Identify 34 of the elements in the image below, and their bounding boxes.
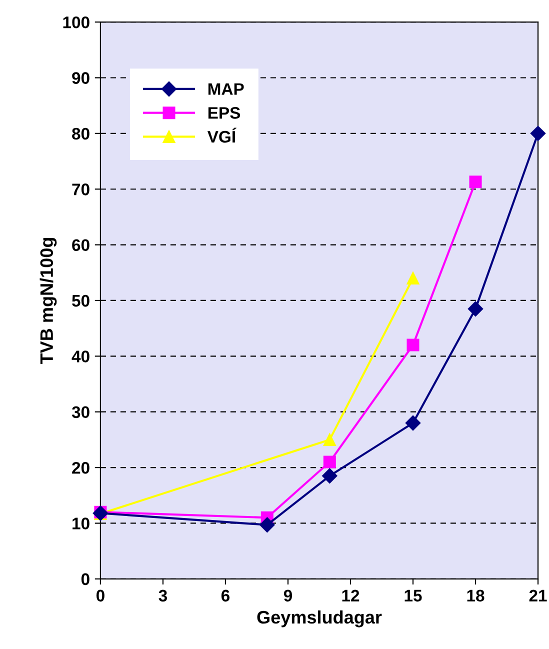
x-tick-label: 3 (158, 590, 168, 602)
y-tick-label: 90 (72, 72, 90, 84)
x-tick-label: 21 (529, 590, 547, 602)
y-tick-label: 0 (81, 573, 90, 586)
x-tick-label: 6 (221, 590, 230, 602)
point (323, 456, 336, 468)
point (405, 415, 421, 431)
point (406, 272, 420, 284)
point (260, 517, 275, 532)
point (468, 301, 484, 316)
y-axis-title: TVB mgN/100g (40, 238, 57, 364)
x-tick-label: 9 (284, 590, 292, 602)
legend-label: MAP (208, 83, 244, 95)
x-tick-label: 18 (467, 590, 484, 602)
legend-label: VGÍ (207, 128, 236, 143)
x-tick-label: 15 (404, 590, 422, 602)
x-tick-label: 12 (342, 590, 360, 602)
y-tick-label: 50 (72, 294, 90, 307)
y-tick-label: 30 (72, 406, 90, 418)
point (530, 126, 546, 142)
x-axis-title: Geymsludagar (257, 610, 382, 628)
point (322, 468, 338, 484)
y-tick-label: 80 (72, 128, 90, 140)
y-tick-label: 20 (72, 462, 90, 474)
point (323, 433, 336, 446)
x-tick-label: 0 (96, 590, 104, 602)
point (469, 176, 482, 188)
y-tick-label: 100 (63, 16, 90, 28)
y-tick-label: 10 (72, 518, 90, 530)
point (406, 338, 420, 352)
y-tick-label: 60 (72, 239, 90, 252)
legend-label: EPS (208, 107, 240, 119)
y-tick-label: 70 (72, 184, 90, 196)
y-tick-label: 40 (72, 350, 90, 362)
